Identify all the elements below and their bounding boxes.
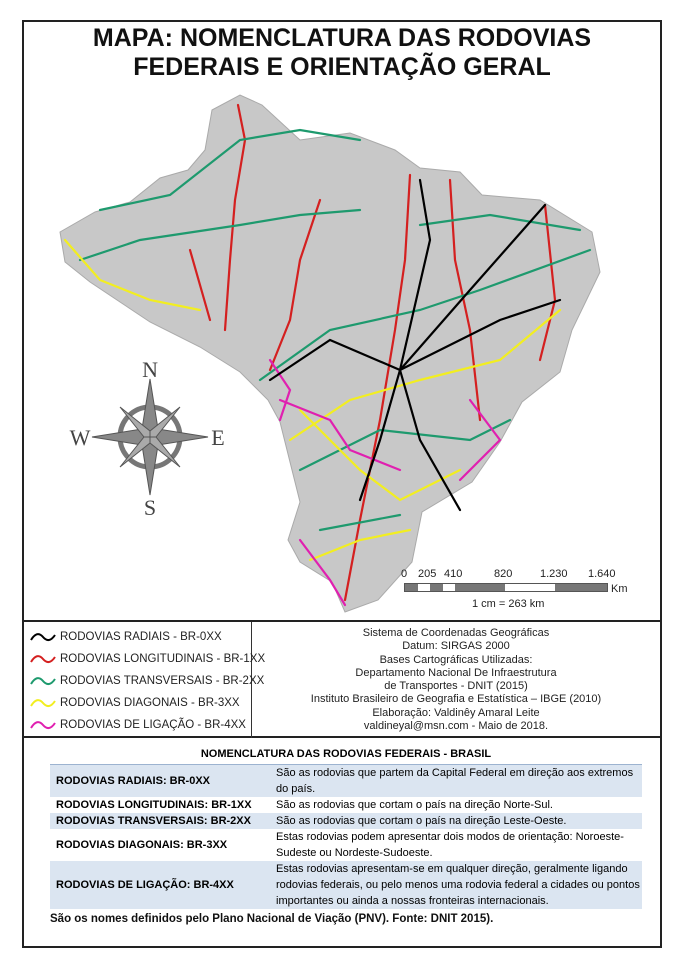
road-description: São as rodovias que cortam o país na dir…: [276, 815, 567, 827]
footer-note: São os nomes definidos pelo Plano Nacion…: [50, 913, 494, 925]
compass-rose: N S E W: [70, 357, 225, 520]
ligacao-road: [458, 398, 502, 482]
longitudinal-road: [538, 203, 557, 362]
longitudinal-road: [223, 103, 247, 332]
credit-line: Instituto Brasileiro de Geografia e Esta…: [310, 693, 602, 706]
road-line-icon: [30, 655, 56, 663]
compass-w: W: [70, 425, 91, 450]
scale-tick: 1.640: [588, 568, 616, 580]
legend-label: RODOVIAS LONGITUDINAIS - BR-1XX: [60, 653, 266, 665]
compass-e: E: [211, 425, 224, 450]
compass-n: N: [142, 357, 158, 382]
legend-box: RODOVIAS RADIAIS - BR-0XX RODOVIAS LONGIT…: [22, 620, 662, 738]
road-legend: RODOVIAS RADIAIS - BR-0XX RODOVIAS LONGIT…: [22, 622, 265, 738]
road-type: RODOVIAS TRANSVERSAIS: BR-2XX: [56, 815, 251, 827]
table-row: RODOVIAS DIAGONAIS: BR-3XX Estas rodovias…: [50, 829, 642, 861]
credit-line: Departamento Nacional De Infraestrutura: [355, 666, 557, 679]
diagonal-road: [288, 308, 562, 442]
brazil-map: N S E W: [59, 94, 601, 613]
road-type: RODOVIAS LONGITUDINAIS: BR-1XX: [56, 799, 252, 811]
road-description: São as rodovias que partem da Capital Fe…: [276, 767, 634, 795]
road-line-icon: [30, 633, 56, 641]
scale-bar: 0 205 410 820 1.230 1.640 Km 1 cm = 263 …: [398, 568, 648, 614]
transversal-road: [98, 128, 362, 212]
radial-road: [358, 368, 402, 502]
transversal-road: [318, 513, 402, 532]
compass-s: S: [144, 495, 156, 520]
table-row: RODOVIAS RADIAIS: BR-0XX São as rodovias …: [50, 765, 642, 797]
ligacao-road: [268, 358, 292, 422]
transversal-road: [78, 208, 362, 262]
road-line-icon: [30, 721, 56, 729]
credit-line: Sistema de Coordenadas Geográficas: [362, 627, 550, 639]
scale-tick: 0: [401, 568, 408, 580]
table-row: RODOVIAS LONGITUDINAIS: BR-1XX São as rod…: [50, 797, 642, 813]
credit-line: de Transportes - DNIT (2015): [384, 680, 528, 693]
scale-tick: 820: [494, 568, 513, 580]
scale-tick: 1.230: [540, 568, 568, 580]
diagonal-road: [308, 528, 412, 562]
legend-label: RODOVIAS DIAGONAIS - BR-3XX: [60, 697, 240, 709]
radial-road: [398, 178, 432, 372]
road-line-icon: [30, 699, 56, 707]
title-line-2: FEDERAIS E ORIENTAÇÃO GERAL: [133, 53, 551, 81]
scale-segments: [404, 583, 608, 592]
scale-tick: 205: [418, 568, 437, 580]
radial-road: [398, 368, 462, 512]
table-row: RODOVIAS DE LIGAÇÃO: BR-4XX Estas rodovia…: [50, 861, 642, 909]
scale-unit: Km: [611, 583, 628, 595]
legend-item: RODOVIAS DE LIGAÇÃO - BR-4XX: [22, 714, 251, 736]
transversal-road: [258, 248, 592, 382]
scale-tick: 410: [444, 568, 463, 580]
nomenclature-table: NOMENCLATURA DAS RODOVIAS FEDERAIS - BRA…: [50, 745, 642, 909]
legend-label: RODOVIAS DE LIGAÇÃO - BR-4XX: [60, 719, 246, 731]
ligacao-road: [298, 538, 347, 607]
longitudinal-road: [188, 248, 212, 322]
road-description: Estas rodovias podem apresentar dois mod…: [276, 831, 624, 859]
legend-item: RODOVIAS RADIAIS - BR-0XX: [22, 626, 251, 648]
road-line-icon: [30, 677, 56, 685]
scale-ratio: 1 cm = 263 km: [472, 598, 545, 610]
radial-road: [398, 203, 547, 372]
map-title: MAPA: NOMENCLATURA DAS RODOVIAS FEDERAIS…: [22, 24, 662, 82]
longitudinal-road: [268, 198, 322, 372]
frame: [22, 20, 662, 948]
longitudinal-road: [343, 173, 412, 602]
diagonal-road: [63, 238, 202, 312]
legend-item: RODOVIAS LONGITUDINAIS - BR-1XX: [22, 648, 265, 670]
road-description: São as rodovias que cortam o país na dir…: [276, 799, 553, 811]
road-type: RODOVIAS DIAGONAIS: BR-3XX: [56, 839, 228, 851]
bottom-section: NOMENCLATURA DAS RODOVIAS FEDERAIS - BRA…: [50, 745, 642, 926]
road-type: RODOVIAS DE LIGAÇÃO: BR-4XX: [56, 879, 234, 891]
radial-road: [398, 298, 562, 372]
table-title: NOMENCLATURA DAS RODOVIAS FEDERAIS - BRA…: [50, 745, 642, 765]
radial-road: [268, 338, 402, 382]
legend-item: RODOVIAS TRANSVERSAIS - BR-2XX: [22, 670, 264, 692]
credit-line: Elaboração: Valdinêy Amaral Leite: [372, 706, 540, 719]
transversal-road: [418, 213, 582, 232]
ligacao-road: [278, 398, 402, 472]
brazil-land: [59, 94, 601, 613]
credit-line: valdineyal@msn.com - Maio de 2018.: [363, 720, 549, 733]
legend-item: RODOVIAS DIAGONAIS - BR-3XX: [22, 692, 251, 714]
title-line-1: MAPA: NOMENCLATURA DAS RODOVIAS: [92, 24, 592, 52]
diagonal-road: [298, 408, 462, 502]
credit-line: Datum: SIRGAS 2000: [402, 640, 510, 653]
road-description: Estas rodovias apresentam-se em qualquer…: [276, 863, 640, 907]
road-type: RODOVIAS RADIAIS: BR-0XX: [56, 775, 211, 787]
legend-label: RODOVIAS TRANSVERSAIS - BR-2XX: [60, 675, 265, 687]
table-row: RODOVIAS TRANSVERSAIS: BR-2XX São as rodo…: [50, 813, 642, 829]
legend-label: RODOVIAS RADIAIS - BR-0XX: [60, 631, 222, 643]
map-credits: Sistema de Coordenadas Geográficas Datum:…: [254, 627, 658, 733]
credit-line: Bases Cartográficas Utilizadas:: [379, 653, 533, 666]
